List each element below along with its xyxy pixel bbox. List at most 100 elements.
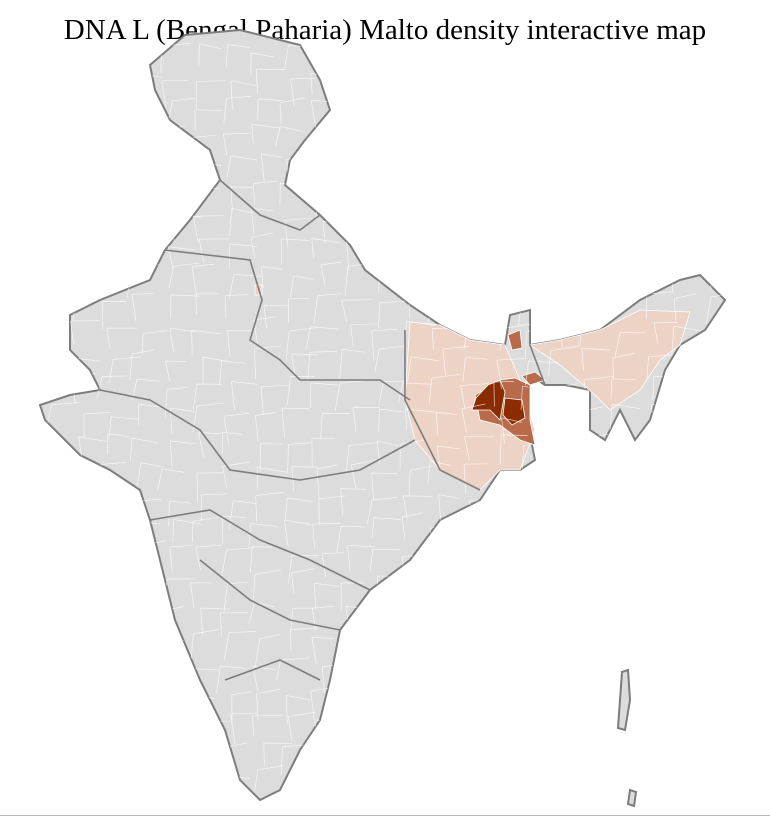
district-boundary xyxy=(618,525,648,552)
district-boundary xyxy=(402,495,433,520)
district-boundary xyxy=(702,525,725,547)
district-boundary xyxy=(547,444,578,471)
district-boundary xyxy=(248,523,278,549)
district-boundary xyxy=(646,354,673,382)
district-boundary xyxy=(406,665,435,691)
district-boundary xyxy=(96,375,127,399)
district-boundary xyxy=(257,98,284,120)
district-boundary xyxy=(45,44,69,73)
district-boundary xyxy=(367,710,401,741)
district-boundary xyxy=(42,679,70,713)
district-boundary xyxy=(609,403,641,434)
district-boundary xyxy=(468,694,496,724)
district-boundary xyxy=(459,67,487,96)
district-boundary xyxy=(462,526,489,552)
district-boundary xyxy=(196,80,226,109)
district-boundary xyxy=(224,294,249,319)
district-boundary xyxy=(102,606,135,629)
district-boundary xyxy=(676,582,701,605)
low-density-northeast[interactable] xyxy=(528,309,691,411)
district-boundary xyxy=(440,240,471,271)
district-boundary xyxy=(165,163,193,185)
district-boundary xyxy=(374,345,404,373)
district-boundary xyxy=(78,487,106,515)
district-boundary xyxy=(411,724,439,753)
district-boundary xyxy=(347,70,372,91)
district-boundary xyxy=(290,275,314,298)
district-boundary xyxy=(341,156,367,182)
district-boundary xyxy=(489,693,517,719)
district-boundary xyxy=(709,351,725,381)
district-boundary xyxy=(591,524,616,551)
nicobar-islands[interactable] xyxy=(626,788,638,808)
district-boundary xyxy=(336,526,365,553)
district-boundary xyxy=(381,664,403,691)
district-boundary xyxy=(311,437,335,467)
district-boundary xyxy=(402,150,432,186)
district-boundary xyxy=(164,386,189,418)
district-boundary xyxy=(45,633,72,662)
district-boundary xyxy=(132,742,161,769)
district-boundary xyxy=(612,463,642,493)
district-boundary xyxy=(231,807,256,818)
district-boundary xyxy=(582,771,606,800)
district-boundary xyxy=(669,376,702,398)
district-boundary xyxy=(223,412,250,445)
district-boundary xyxy=(581,70,613,98)
medium-density-dooars[interactable] xyxy=(521,371,546,386)
district-boundary xyxy=(485,44,516,75)
district-boundary xyxy=(493,68,516,94)
district-boundary xyxy=(340,488,366,516)
district-boundary xyxy=(406,240,435,271)
district-boundary xyxy=(408,218,434,246)
district-boundary xyxy=(493,556,523,585)
state-boundaries xyxy=(99,179,546,681)
district-boundary xyxy=(99,234,123,259)
district-boundary xyxy=(579,192,611,221)
district-boundary xyxy=(318,495,346,526)
district-boundary xyxy=(641,155,669,184)
district-boundary xyxy=(523,740,549,774)
district-boundary xyxy=(216,665,247,694)
district-boundary xyxy=(223,132,250,156)
district-boundary xyxy=(675,94,705,122)
district-boundary xyxy=(252,569,281,601)
district-boundary xyxy=(522,607,546,635)
district-boundary xyxy=(313,293,343,325)
andaman-islands[interactable] xyxy=(616,668,632,732)
district-boundary xyxy=(587,555,617,581)
district-boundary xyxy=(581,347,610,371)
district-boundary xyxy=(251,207,274,236)
district-boundary xyxy=(190,753,216,777)
district-boundary xyxy=(551,208,578,239)
district-boundary xyxy=(71,101,101,127)
district-boundary xyxy=(341,635,371,660)
district-boundary xyxy=(98,745,132,771)
district-boundary xyxy=(639,185,666,220)
district-boundary xyxy=(108,356,141,384)
district-boundary xyxy=(249,601,275,624)
district-boundary xyxy=(230,712,258,744)
district-boundary xyxy=(703,435,725,470)
district-boundary xyxy=(77,724,112,748)
district-boundary xyxy=(612,610,639,635)
district-boundary xyxy=(580,500,605,525)
district-boundary xyxy=(139,583,165,614)
district-boundary xyxy=(586,712,612,740)
district-boundary xyxy=(700,575,725,601)
district-boundary xyxy=(192,402,225,433)
district-boundary xyxy=(379,188,409,213)
district-boundary xyxy=(548,345,579,376)
district-boundary xyxy=(40,438,63,468)
district-boundary xyxy=(77,634,100,659)
district-boundary xyxy=(40,471,73,498)
district-boundary xyxy=(586,96,615,124)
district-boundary xyxy=(707,152,725,180)
district-boundary xyxy=(468,125,496,159)
district-boundary xyxy=(291,568,315,594)
district-boundary xyxy=(672,774,698,800)
district-boundary xyxy=(555,546,584,575)
district-boundary xyxy=(620,571,642,599)
medium-density-north-bengal[interactable] xyxy=(507,329,523,351)
